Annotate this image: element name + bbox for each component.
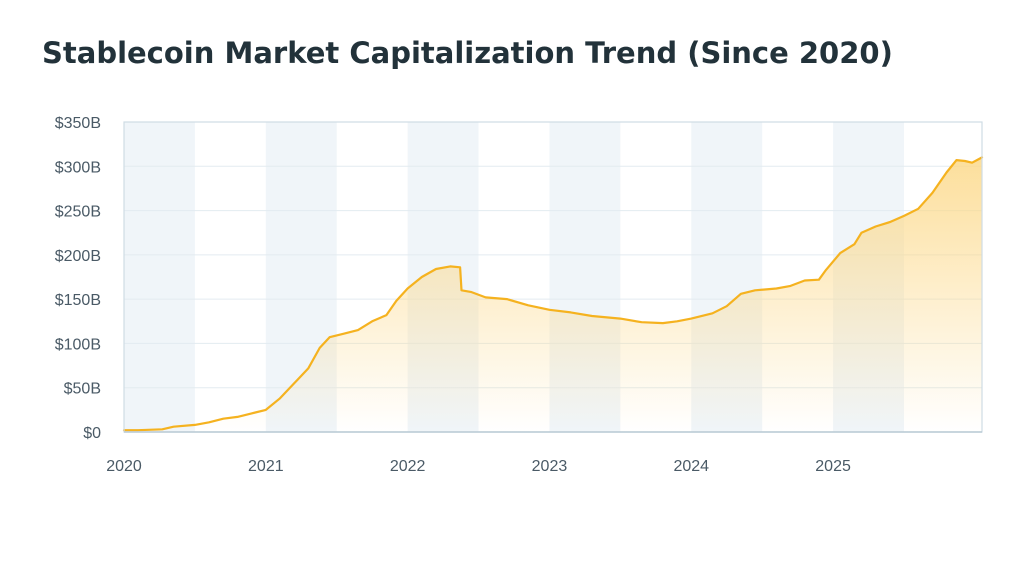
- x-tick-label: 2025: [815, 458, 851, 475]
- y-tick-label: $0: [83, 425, 101, 442]
- x-tick-label: 2023: [532, 458, 568, 475]
- series-line: [122, 156, 984, 432]
- x-tick-label: 2020: [106, 458, 142, 475]
- y-tick-label: $150B: [55, 292, 101, 309]
- x-tick-label: 2024: [673, 458, 709, 475]
- x-tick-label: 2022: [390, 458, 426, 475]
- x-tick-label: 2021: [248, 458, 284, 475]
- shaded-band: [124, 122, 195, 432]
- chart-title: Stablecoin Market Capitalization Trend (…: [42, 36, 893, 70]
- y-tick-label: $200B: [55, 248, 101, 265]
- series-area: [124, 157, 982, 432]
- y-tick-label: $50B: [64, 381, 101, 398]
- y-tick-label: $300B: [55, 159, 101, 176]
- y-tick-label: $100B: [55, 336, 101, 353]
- y-tick-label: $250B: [55, 204, 101, 221]
- y-tick-label: $350B: [55, 115, 101, 132]
